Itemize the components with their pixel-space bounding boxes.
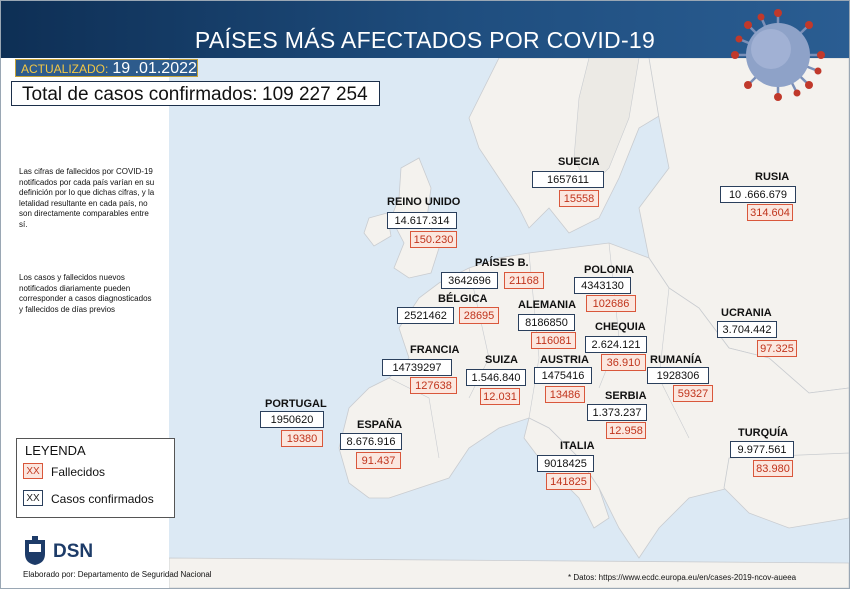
legend: LEYENDA XX Fallecidos XX Casos confirmad…	[16, 438, 175, 518]
country-suecia-deaths: 15558	[559, 190, 599, 207]
credit-text: Elaborado por: Departamento de Seguridad…	[23, 570, 212, 579]
country-suiza-cases: 1.546.840	[466, 369, 526, 386]
legend-title: LEYENDA	[25, 443, 86, 458]
country-italia-cases: 9018425	[537, 455, 594, 472]
country-portugal-name: PORTUGAL	[265, 398, 327, 410]
country-suecia-cases: 1657611	[532, 171, 604, 188]
country-francia-deaths: 127638	[410, 377, 457, 394]
country-ucrania-cases: 3.704.442	[717, 321, 777, 338]
country-espana-deaths: 91.437	[356, 452, 401, 469]
country-francia-cases: 14739297	[382, 359, 452, 376]
country-belgica-name: BÉLGICA	[438, 293, 488, 305]
country-chequia-name: CHEQUIA	[595, 321, 646, 333]
country-portugal-deaths: 19380	[281, 430, 323, 447]
country-reino-unido-name: REINO UNIDO	[387, 196, 461, 208]
country-belgica-cases: 2521462	[397, 307, 454, 324]
country-italia-deaths: 141825	[546, 473, 591, 490]
country-serbia-cases: 1.373.237	[587, 404, 647, 421]
legend-deaths-swatch: XX	[23, 463, 43, 479]
updated-date: 19 .01.2022	[112, 60, 197, 77]
legend-deaths-label: Fallecidos	[51, 465, 106, 479]
country-rusia-deaths: 314.604	[747, 204, 793, 221]
coronavirus-icon	[731, 9, 825, 101]
country-turquia-name: TURQUÍA	[738, 427, 789, 439]
country-alemania-deaths: 116081	[531, 332, 576, 349]
country-reino-unido-cases: 14.617.314	[387, 212, 457, 229]
country-espana-cases: 8.676.916	[340, 433, 402, 450]
country-rumania-cases: 1928306	[647, 367, 709, 384]
total-cases-label: Total de casos confirmados:	[22, 84, 258, 105]
country-francia-name: FRANCIA	[410, 344, 460, 356]
country-suiza-name: SUIZA	[485, 354, 518, 366]
country-chequia-deaths: 36.910	[601, 354, 646, 371]
header-band	[1, 1, 849, 58]
page-title: PAÍSES MÁS AFECTADOS POR COVID-19	[194, 27, 656, 53]
country-polonia-name: POLONIA	[584, 264, 635, 276]
legend-cases-label: Casos confirmados	[51, 492, 154, 506]
country-austria-cases: 1475416	[534, 367, 592, 384]
note-definition: Las cifras de fallecidos por COVID-19 no…	[19, 167, 155, 229]
country-polonia-cases: 4343130	[574, 277, 631, 294]
country-rusia-cases: 10 .666.679	[720, 186, 796, 203]
country-belgica-deaths: 28695	[459, 307, 499, 324]
country-portugal-cases: 1950620	[260, 411, 324, 428]
updated-badge: ACTUALIZADO: 19 .01.2022	[15, 59, 198, 77]
country-suiza-deaths: 12.031	[480, 388, 520, 405]
country-serbia-deaths: 12.958	[606, 422, 646, 439]
country-rusia-name: RUSIA	[755, 171, 790, 183]
country-austria-deaths: 13486	[545, 386, 585, 403]
country-espana-name: ESPAÑA	[357, 419, 403, 431]
country-rumania-name: RUMANÍA	[650, 354, 702, 366]
country-alemania-name: ALEMANIA	[518, 299, 577, 311]
country-italia-name: ITALIA	[560, 440, 595, 452]
total-cases-value: 109 227 254	[262, 84, 368, 105]
country-chequia-cases: 2.624.121	[585, 336, 647, 353]
country-turquia-deaths: 83.980	[753, 460, 793, 477]
country-ucrania-deaths: 97.325	[757, 340, 797, 357]
country-reino-unido-deaths: 150.230	[410, 231, 457, 248]
note-daily: Los casos y fallecidos nuevos notificado…	[19, 273, 152, 314]
country-alemania-cases: 8186850	[518, 314, 575, 331]
source-text: * Datos: https://www.ecdc.europa.eu/en/c…	[568, 573, 797, 582]
country-suecia-name: SUECIA	[558, 156, 600, 168]
country-paises-b-cases: 3642696	[441, 272, 498, 289]
country-paises-b-name: PAÍSES B.	[475, 257, 529, 269]
country-ucrania-name: UCRANIA	[721, 307, 772, 319]
country-turquia-cases: 9.977.561	[730, 441, 794, 458]
country-polonia-deaths: 102686	[586, 295, 636, 312]
country-serbia-name: SERBIA	[605, 390, 647, 402]
country-rumania-deaths: 59327	[673, 385, 713, 402]
total-cases-box: Total de casos confirmados: 109 227 254	[11, 81, 380, 106]
dsn-logo-text: DSN	[53, 541, 94, 562]
legend-cases-swatch: XX	[23, 490, 43, 506]
updated-label: ACTUALIZADO:	[21, 62, 109, 76]
country-austria-name: AUSTRIA	[540, 354, 589, 366]
dsn-crest-icon	[25, 536, 45, 565]
country-paises-b-deaths: 21168	[504, 272, 544, 289]
